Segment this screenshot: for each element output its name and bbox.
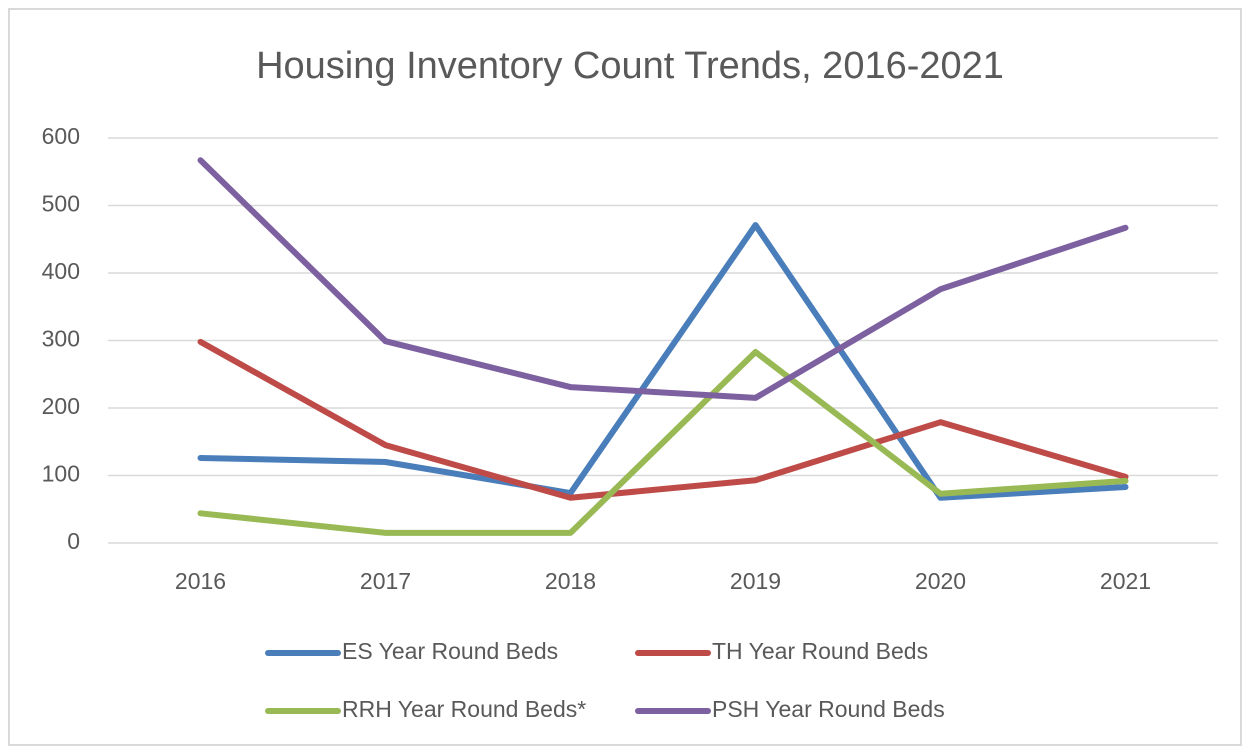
y-tick-label: 0: [67, 528, 80, 554]
x-tick-label: 2018: [545, 568, 596, 594]
legend-label: ES Year Round Beds: [342, 638, 558, 664]
series-line: [197, 348, 1129, 536]
x-tick-label: 2016: [175, 568, 226, 594]
series-line: [197, 157, 1129, 401]
x-tick-label: 2020: [915, 568, 966, 594]
x-tick-label: 2017: [360, 568, 411, 594]
y-tick-label: 400: [42, 258, 80, 284]
x-tick-label: 2021: [1100, 568, 1151, 594]
y-tick-label: 100: [42, 461, 80, 487]
series-line: [197, 222, 1129, 501]
legend-label: TH Year Round Beds: [712, 638, 928, 664]
y-tick-label: 600: [42, 123, 80, 149]
y-tick-label: 200: [42, 393, 80, 419]
y-tick-label: 300: [42, 326, 80, 352]
legend-label: PSH Year Round Beds: [712, 696, 945, 722]
legend-label: RRH Year Round Beds*: [342, 696, 586, 722]
chart-title: Housing Inventory Count Trends, 2016-202…: [256, 45, 1004, 87]
series-line: [197, 338, 1129, 501]
y-tick-label: 500: [42, 191, 80, 217]
chart-border: [8, 8, 1242, 746]
x-tick-label: 2019: [730, 568, 781, 594]
